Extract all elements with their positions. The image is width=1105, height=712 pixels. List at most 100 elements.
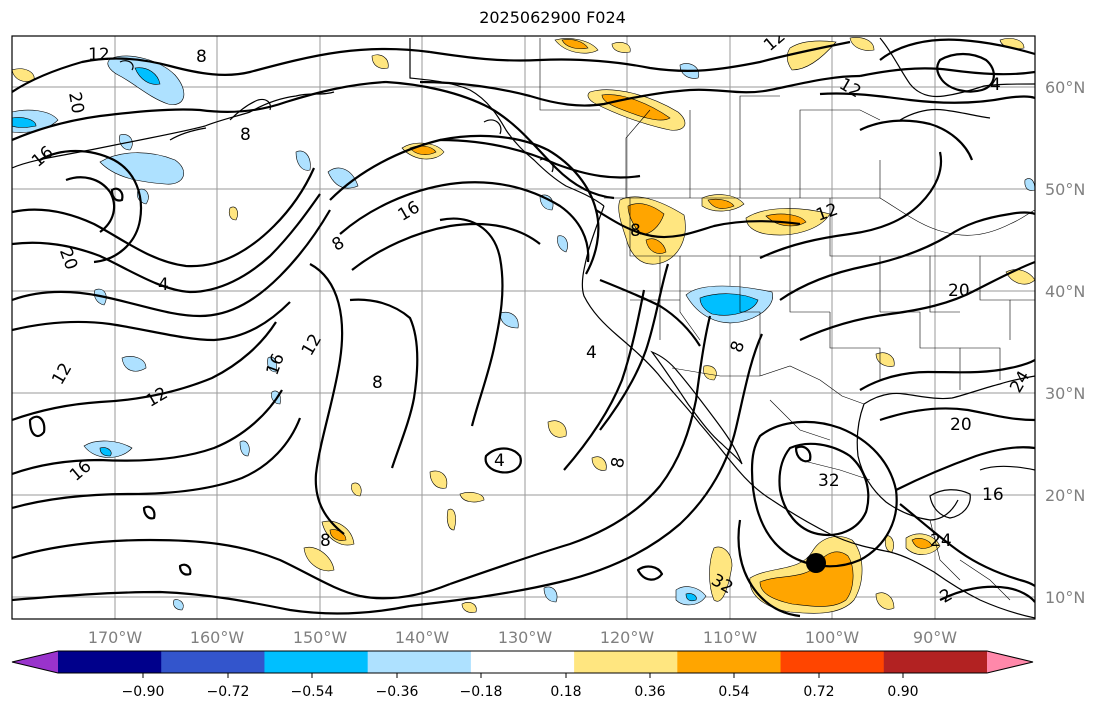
contour [779,211,1035,301]
contour [39,150,142,264]
contour [595,209,801,239]
positive-area [446,508,456,531]
contour-label: 8 [608,456,630,470]
positive-area [849,37,875,51]
contour-label: 4 [990,75,1001,95]
contour [28,415,46,438]
negative-area [499,311,519,329]
coastline [169,127,207,141]
contour [799,260,1035,341]
colorbar-label: −0.54 [291,684,334,700]
negative-area [99,152,184,185]
border [930,255,1011,340]
contour-label: 8 [240,125,251,145]
positive-area [459,492,485,503]
contour [895,446,1035,491]
colorbar-label: −0.72 [207,684,250,700]
colorbar-ticks [142,673,904,678]
coastline [929,489,971,519]
positive-area [547,420,567,438]
colorbar-segment [883,651,988,673]
coastline [856,403,959,521]
colorbar-segment [780,651,885,673]
contour [484,447,522,474]
contour [12,417,302,510]
positive-area [703,365,717,381]
political-borders [409,38,1035,601]
contour [429,40,851,72]
contour [879,407,1035,422]
coastline [899,108,991,121]
colorbar-label: 0.72 [803,684,834,700]
negative-area [543,586,558,603]
positive-area [875,592,895,610]
colorbar-label: 0.90 [887,684,918,700]
negative-area [295,150,311,171]
lon-label: 90°W [913,628,957,647]
lat-label: 30°N [1045,384,1085,403]
border [671,365,865,405]
contour-label: 20 [948,281,970,301]
positive-area [591,456,607,471]
contour [12,301,291,342]
positive-area [351,482,362,497]
coastline [119,60,134,71]
colorbar-extend-high [987,651,1033,673]
contour-label: 32 [818,471,840,491]
storm-center-marker [806,553,826,573]
contour [142,505,156,520]
contour [563,289,646,471]
negative-area [239,440,250,457]
lon-label: 150°W [293,628,348,647]
coastline [771,499,1035,619]
contour [339,181,590,263]
contour [309,263,345,535]
border [829,198,881,312]
lat-label: 40°N [1045,282,1085,301]
lon-label: 100°W [805,628,860,647]
negative-area [12,117,37,128]
contour [12,47,431,93]
positive-area [329,529,347,541]
positive-area [627,203,665,235]
border [739,95,780,198]
coastlines [12,37,1035,619]
coastline [650,350,743,465]
contour [439,217,504,427]
contour [636,565,664,581]
contour [936,52,995,93]
coastline [863,375,1035,405]
contour-label: 4 [586,343,597,363]
contour [879,38,1035,61]
border [959,559,1011,601]
contour [385,80,615,200]
border [539,38,600,111]
contour [859,67,1035,78]
colorbar-segment [574,651,678,673]
contour [65,176,116,233]
negative-area [173,599,184,611]
contour [329,134,600,275]
colorbar-label: 0.54 [718,684,749,700]
negative-area [685,593,697,602]
longitude-labels: 170°W 160°W 150°W 140°W 130°W 120°W 110°… [88,628,957,647]
map-title: 2025062900 F024 [479,8,626,27]
contour-label: 8 [196,47,207,67]
colorbar-outline [11,650,1034,674]
contour [419,74,861,107]
negative-area [121,356,147,372]
lon-label: 130°W [498,628,553,647]
colorbar-segment [58,651,162,673]
contour [12,209,331,318]
colorbar-segment [677,651,782,673]
coastline [979,465,1035,471]
latitude-labels: 60°N 50°N 40°N 30°N 20°N 10°N [1045,78,1085,607]
contour-label: 12 [88,45,110,65]
contour [778,442,870,537]
negative-area [134,67,161,85]
contour [750,420,898,568]
positive-area [911,538,933,549]
contour [178,563,192,576]
contour [759,151,943,259]
